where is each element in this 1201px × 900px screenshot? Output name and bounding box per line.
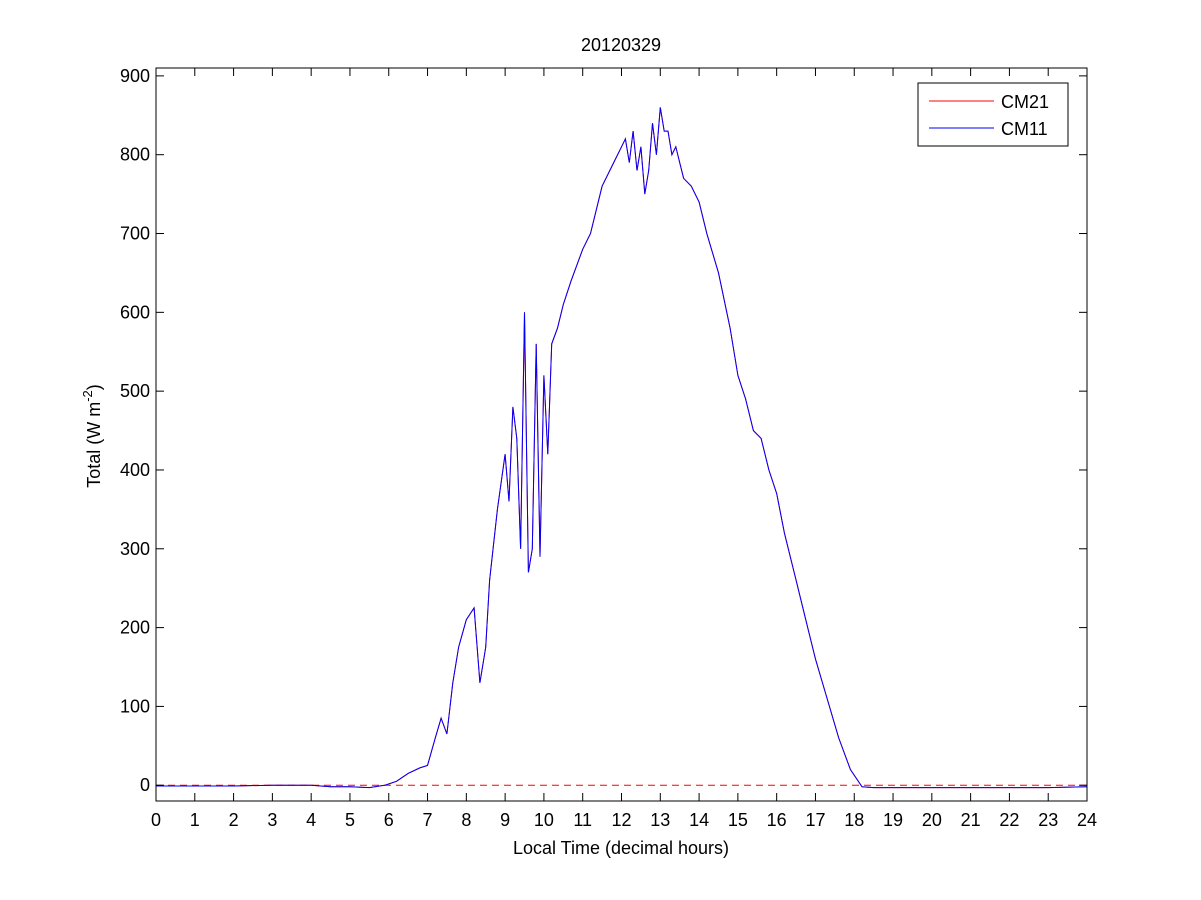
y-tick-label: 200 bbox=[120, 618, 150, 638]
y-axis: 0 100 200 300 400 500 600 700 800 900 bbox=[120, 66, 1087, 795]
y-axis-label-close: ) bbox=[84, 384, 104, 390]
x-axis: 0 1 2 3 4 5 6 7 8 9 10 11 12 13 14 15 16 17 18 19 20 21 22 23 24 bbox=[151, 68, 1097, 830]
x-tick-label: 15 bbox=[728, 810, 748, 830]
x-tick-label: 23 bbox=[1038, 810, 1058, 830]
y-tick-label: 400 bbox=[120, 460, 150, 480]
x-tick-label: 2 bbox=[229, 810, 239, 830]
legend-label-cm21: CM21 bbox=[1001, 92, 1049, 112]
x-tick-label: 22 bbox=[999, 810, 1019, 830]
plot-frame bbox=[155, 67, 1088, 802]
x-axis-label: Local Time (decimal hours) bbox=[513, 838, 729, 858]
x-tick-label: 0 bbox=[151, 810, 161, 830]
plot-area bbox=[155, 67, 1088, 802]
series-line-cm21 bbox=[156, 107, 1088, 789]
x-tick-label: 10 bbox=[534, 810, 554, 830]
x-tick-label: 12 bbox=[611, 810, 631, 830]
legend: CM21 CM11 bbox=[917, 82, 1069, 147]
x-tick-label: 24 bbox=[1077, 810, 1097, 830]
y-tick-label: 700 bbox=[120, 224, 150, 244]
y-tick-label: 300 bbox=[120, 539, 150, 559]
x-tick-label: 19 bbox=[883, 810, 903, 830]
legend-box bbox=[917, 82, 1069, 147]
x-tick-label: 18 bbox=[844, 810, 864, 830]
x-tick-label: 16 bbox=[767, 810, 787, 830]
series-line-cm11 bbox=[156, 107, 1088, 789]
y-tick-label: 0 bbox=[140, 775, 150, 795]
x-tick-label: 21 bbox=[961, 810, 981, 830]
x-tick-label: 17 bbox=[805, 810, 825, 830]
y-tick-label: 900 bbox=[120, 66, 150, 86]
y-axis-label-sup: -2 bbox=[80, 390, 95, 402]
chart-title: 20120329 bbox=[581, 35, 661, 55]
x-tick-label: 9 bbox=[500, 810, 510, 830]
x-tick-label: 7 bbox=[423, 810, 433, 830]
y-tick-label: 100 bbox=[120, 696, 150, 716]
y-tick-label: 800 bbox=[120, 145, 150, 165]
x-tick-label: 1 bbox=[190, 810, 200, 830]
legend-label-cm11: CM11 bbox=[1001, 119, 1048, 139]
x-tick-label: 4 bbox=[306, 810, 316, 830]
x-tick-label: 11 bbox=[573, 810, 592, 830]
x-tick-label: 6 bbox=[384, 810, 394, 830]
x-tick-label: 20 bbox=[922, 810, 942, 830]
x-tick-label: 8 bbox=[461, 810, 471, 830]
y-tick-label: 500 bbox=[120, 381, 150, 401]
x-tick-label: 13 bbox=[650, 810, 670, 830]
y-axis-label-main: Total (W m bbox=[84, 402, 104, 488]
x-tick-label: 5 bbox=[345, 810, 355, 830]
y-axis-label: Total (W m-2) bbox=[80, 384, 104, 488]
y-tick-label: 600 bbox=[120, 302, 150, 322]
x-tick-label: 3 bbox=[267, 810, 277, 830]
x-tick-label: 14 bbox=[689, 810, 709, 830]
